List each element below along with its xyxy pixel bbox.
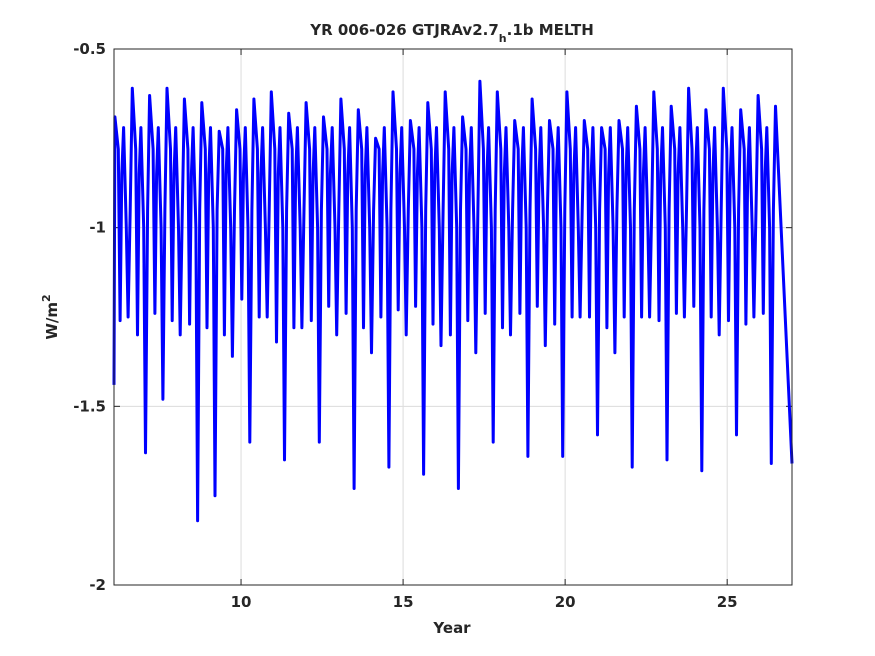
plot-frame	[113, 48, 793, 586]
chart-title-subscript: h	[499, 32, 507, 45]
y-tick-label: -2	[89, 576, 106, 594]
y-tick-label: -1.5	[73, 397, 106, 415]
chart-title-main: YR 006-026 GTJRAv2.7	[309, 21, 499, 39]
x-tick-label: 10	[231, 593, 252, 611]
y-tick-label: -0.5	[73, 40, 106, 58]
y-axis-label-superscript: 2	[40, 294, 53, 302]
y-tick-label: -1	[89, 219, 106, 237]
y-axis-label: W/m2	[40, 294, 61, 339]
y-axis-label-base: W/m	[43, 302, 61, 340]
chart-title-end: .1b MELTH	[507, 21, 594, 39]
x-tick-label: 15	[393, 593, 414, 611]
x-tick-label: 25	[717, 593, 738, 611]
x-axis-label: Year	[432, 619, 471, 637]
x-tick-label: 20	[555, 593, 576, 611]
chart-title: YR 006-026 GTJRAv2.7h.1b MELTH	[309, 21, 594, 45]
melth-series-line	[112, 79, 794, 523]
